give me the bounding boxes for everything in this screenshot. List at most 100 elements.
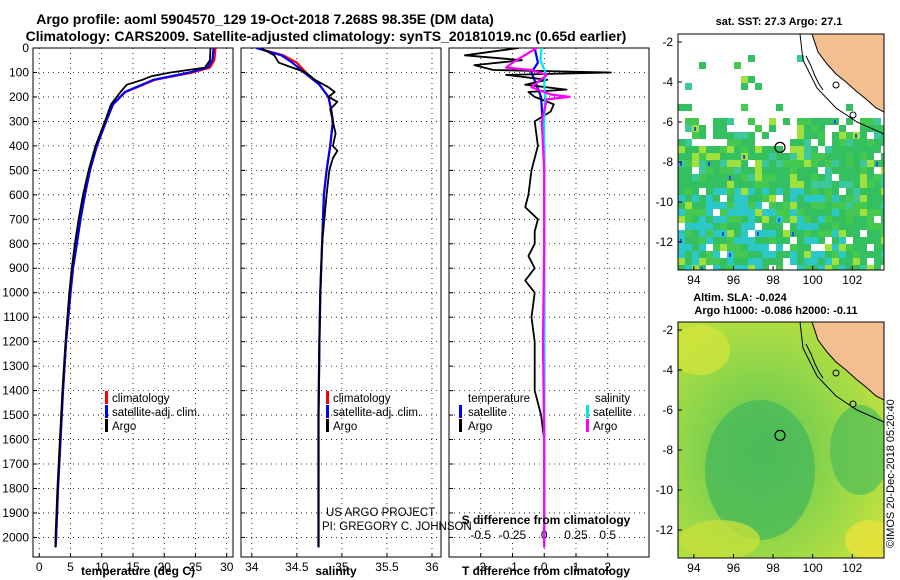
sst-cell: [769, 146, 776, 153]
sst-cell: [867, 251, 874, 258]
x-tick-label: 34: [245, 560, 259, 574]
sst-cell: [699, 209, 706, 216]
sst-cell: [797, 195, 804, 202]
sla-map-content: [678, 322, 884, 558]
sst-cell: [874, 125, 881, 132]
sst-cell: [720, 202, 727, 209]
sst-cell: [769, 195, 776, 202]
sst-cell: [832, 139, 839, 146]
sst-cell: [839, 153, 846, 160]
sst-cell: [839, 244, 846, 251]
legend-header-salinity: salinity: [595, 393, 630, 405]
sst-cell: [853, 146, 860, 153]
sst-cell: [776, 237, 783, 244]
x-tick-label: -2: [475, 560, 486, 574]
sst-cell: [783, 174, 790, 181]
sst-cell: [755, 146, 762, 153]
y-tick-label: 1200: [2, 335, 29, 349]
sst-cell: [769, 167, 776, 174]
sst-cell: [846, 258, 853, 265]
sst-cell: [678, 181, 685, 188]
sst-cell: [853, 216, 860, 223]
sst-cell: [706, 195, 713, 202]
sst-cell: [727, 153, 734, 160]
sst-cell: [846, 104, 853, 111]
sst-cell: [706, 202, 713, 209]
sst-cell: [741, 188, 748, 195]
sst-cell: [699, 251, 706, 258]
sst-cell: [748, 118, 755, 125]
sst-cell: [769, 230, 776, 237]
sst-cell: [839, 216, 846, 223]
sst-cell: [769, 223, 776, 230]
sst-cell: [734, 202, 741, 209]
sst-cell: [762, 146, 769, 153]
sst-cell: [874, 237, 881, 244]
sst-cell: [790, 258, 797, 265]
legend-swatch-t-argo: [459, 419, 462, 432]
sst-cell: [839, 202, 846, 209]
y-tick-label: 100: [9, 65, 29, 79]
sst-cell: [867, 265, 874, 270]
sst-cell: [832, 209, 839, 216]
sst-cell: [769, 251, 776, 258]
salinity-series: [255, 48, 339, 548]
sst-cell: [706, 153, 713, 160]
sst-cell: [727, 132, 734, 139]
sst-cell: [797, 223, 804, 230]
sst-cell: [692, 258, 699, 265]
legend-swatch-s-argo: [586, 419, 589, 432]
map-y-tick-label: -10: [656, 195, 674, 209]
sst-cell: [734, 195, 741, 202]
sst-cell: [685, 174, 692, 181]
imos-credit: ©IMOS 20-Dec-2018 05:20:40: [885, 399, 897, 548]
y-tick-label: 600: [9, 188, 29, 202]
sst-cell: [734, 258, 741, 265]
sst-cell: [818, 202, 825, 209]
sst-cell: [748, 146, 755, 153]
sst-cell: [797, 125, 804, 132]
depth-axis: 0 100 200 300 400 500 600 700 800 900 1000 1100 1200…: [2, 41, 29, 544]
sst-cell: [804, 181, 811, 188]
sst-cell: [790, 160, 797, 167]
sst-cell: [797, 55, 804, 62]
sst-cell: [783, 153, 790, 160]
y-tick-label: 300: [9, 114, 29, 128]
sst-cell: [860, 258, 867, 265]
sst-cell: [748, 55, 755, 62]
sst-cell: [748, 223, 755, 230]
sst-cell: [874, 202, 881, 209]
sst-cell: [874, 265, 881, 270]
sst-cell: [825, 146, 832, 153]
sst-cell: [762, 188, 769, 195]
sst-cell: [762, 153, 769, 160]
sst-cell-cold: [834, 120, 836, 124]
sst-cell: [818, 160, 825, 167]
sst-cell: [839, 125, 846, 132]
island: [832, 369, 840, 377]
sst-cell: [832, 181, 839, 188]
sst-cell-cold: [743, 155, 745, 159]
sst-cell: [874, 181, 881, 188]
sst-cell: [685, 104, 692, 111]
sst-cell: [734, 160, 741, 167]
sst-cell: [727, 230, 734, 237]
sst-cell-cold: [855, 134, 857, 138]
sst-cell: [853, 174, 860, 181]
sst-cell: [706, 188, 713, 195]
salinity-panel-frame: [240, 47, 442, 558]
sst-cell: [881, 174, 884, 181]
sst-cell: [846, 160, 853, 167]
sst-cell: [811, 153, 818, 160]
sst-cell: [860, 146, 867, 153]
sst-cell: [846, 265, 853, 270]
sst-cell: [685, 139, 692, 146]
sst-cell: [706, 181, 713, 188]
sst-cell: [881, 167, 884, 174]
x-tick-label: 15: [126, 560, 140, 574]
sst-cell: [839, 258, 846, 265]
sst-cell: [832, 167, 839, 174]
temperature-x-axis: 0 5 10 15 20 25 30: [36, 553, 234, 574]
sst-cell: [713, 230, 720, 237]
sst-cell: [685, 244, 692, 251]
